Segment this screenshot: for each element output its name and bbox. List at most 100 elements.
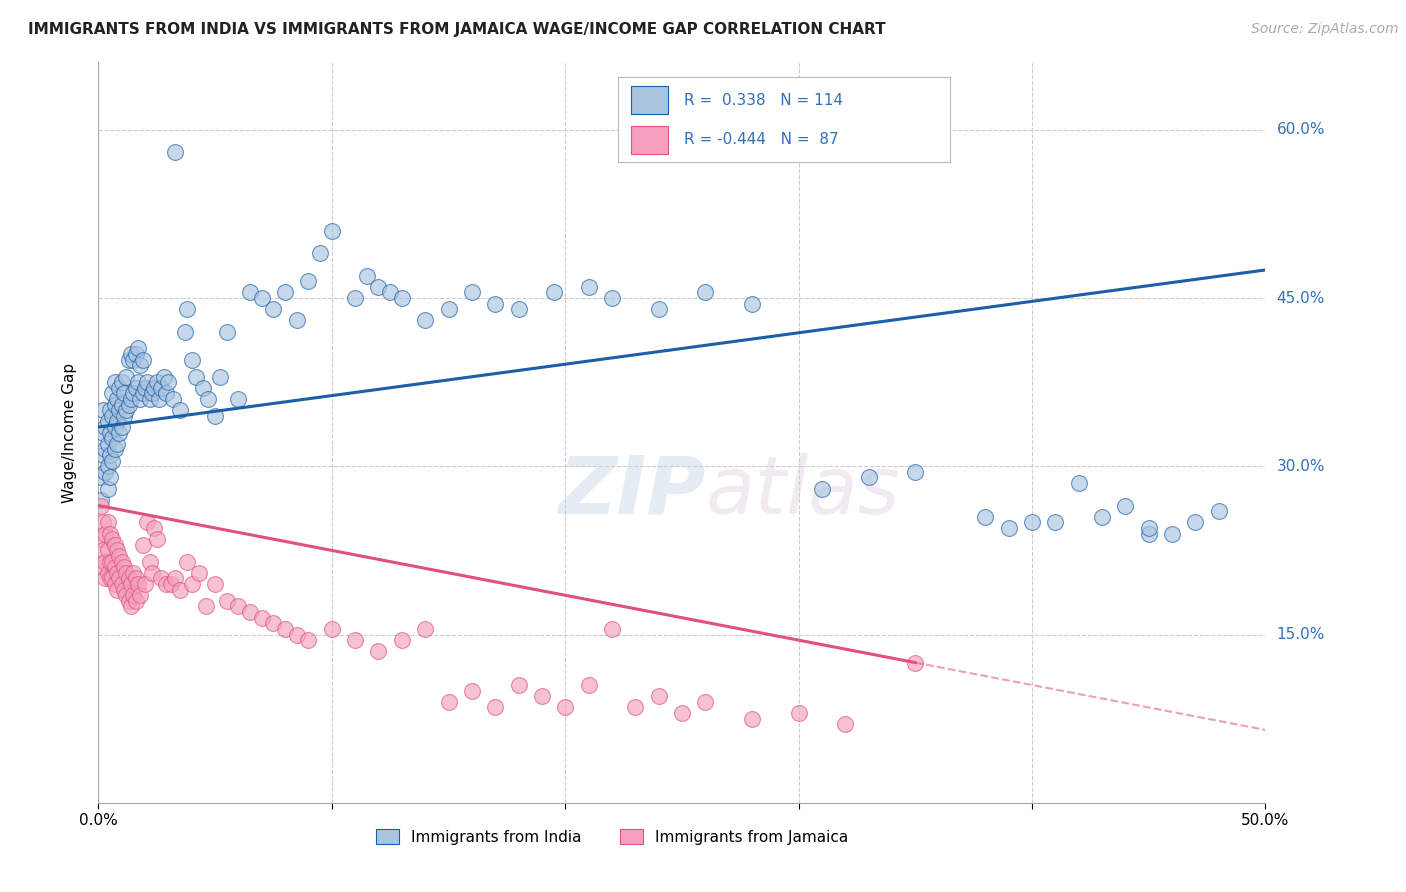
Point (98, 470, 121, 484)
Point (321, 622, 343, 636)
Point (108, 403, 131, 417)
Point (111, 398, 134, 412)
Point (228, 599, 250, 614)
Point (297, 633, 319, 648)
Point (741, 712, 763, 726)
Point (94, 465, 117, 479)
Point (578, 678, 600, 692)
Point (122, 352, 145, 367)
Point (129, 392, 152, 406)
Point (367, 644, 389, 658)
Point (176, 555, 198, 569)
Point (695, 695, 717, 709)
Point (250, 610, 273, 624)
Point (112, 409, 135, 423)
Point (787, 706, 810, 720)
Point (97, 516, 120, 530)
Point (262, 302, 284, 317)
Point (98, 571, 121, 585)
Point (155, 386, 177, 401)
Point (741, 296, 763, 310)
Point (1161, 526, 1184, 541)
Point (155, 577, 177, 591)
Point (647, 690, 669, 704)
Point (187, 566, 209, 580)
Point (132, 538, 155, 552)
Point (105, 582, 128, 597)
Point (134, 577, 156, 591)
Point (104, 577, 127, 591)
Point (90, 492, 112, 507)
Point (127, 342, 149, 356)
Point (162, 392, 184, 406)
Point (97, 566, 120, 580)
Text: 60.0%: 60.0% (1277, 122, 1324, 137)
Point (104, 538, 127, 552)
Point (1067, 476, 1090, 491)
Text: 30.0%: 30.0% (1277, 458, 1324, 474)
Point (125, 381, 148, 395)
Point (101, 532, 124, 546)
Point (127, 375, 149, 389)
Point (208, 369, 231, 384)
Point (94, 526, 117, 541)
Point (834, 717, 856, 731)
Point (344, 633, 367, 648)
Point (98, 555, 121, 569)
Point (811, 482, 834, 496)
Point (120, 577, 142, 591)
Point (115, 369, 138, 384)
Point (118, 352, 141, 367)
Point (98, 425, 121, 440)
Point (108, 571, 131, 585)
Point (104, 420, 127, 434)
Point (274, 622, 297, 636)
Point (97, 437, 120, 451)
Point (695, 285, 717, 300)
Point (1114, 499, 1136, 513)
Point (413, 622, 436, 636)
Point (90, 470, 112, 484)
Point (105, 566, 128, 580)
Point (101, 386, 124, 401)
Point (104, 375, 127, 389)
Point (143, 521, 166, 535)
Point (127, 577, 149, 591)
Point (148, 392, 170, 406)
Point (136, 516, 159, 530)
Point (169, 582, 191, 597)
Point (98, 448, 121, 462)
Point (437, 695, 460, 709)
Text: ZIP: ZIP (558, 453, 706, 531)
Point (125, 347, 148, 361)
Point (118, 594, 141, 608)
Point (228, 392, 250, 406)
Point (90, 532, 112, 546)
Point (543, 285, 565, 300)
Point (105, 543, 128, 558)
Point (115, 403, 138, 417)
Point (391, 291, 413, 305)
Point (215, 325, 238, 339)
Point (97, 543, 120, 558)
Point (344, 291, 367, 305)
Text: IMMIGRANTS FROM INDIA VS IMMIGRANTS FROM JAMAICA WAGE/INCOME GAP CORRELATION CHA: IMMIGRANTS FROM INDIA VS IMMIGRANTS FROM… (28, 22, 886, 37)
Point (94, 555, 117, 569)
Point (974, 509, 997, 524)
Point (141, 386, 163, 401)
Point (108, 381, 131, 395)
Point (94, 420, 117, 434)
Point (165, 145, 187, 160)
Point (101, 409, 124, 423)
Point (173, 325, 195, 339)
Point (1137, 521, 1160, 535)
Point (111, 555, 134, 569)
Point (94, 571, 117, 585)
Point (125, 571, 148, 585)
Point (120, 347, 142, 361)
Point (367, 280, 389, 294)
Point (104, 398, 127, 412)
Point (285, 313, 308, 327)
Point (104, 560, 127, 574)
Point (115, 588, 138, 602)
